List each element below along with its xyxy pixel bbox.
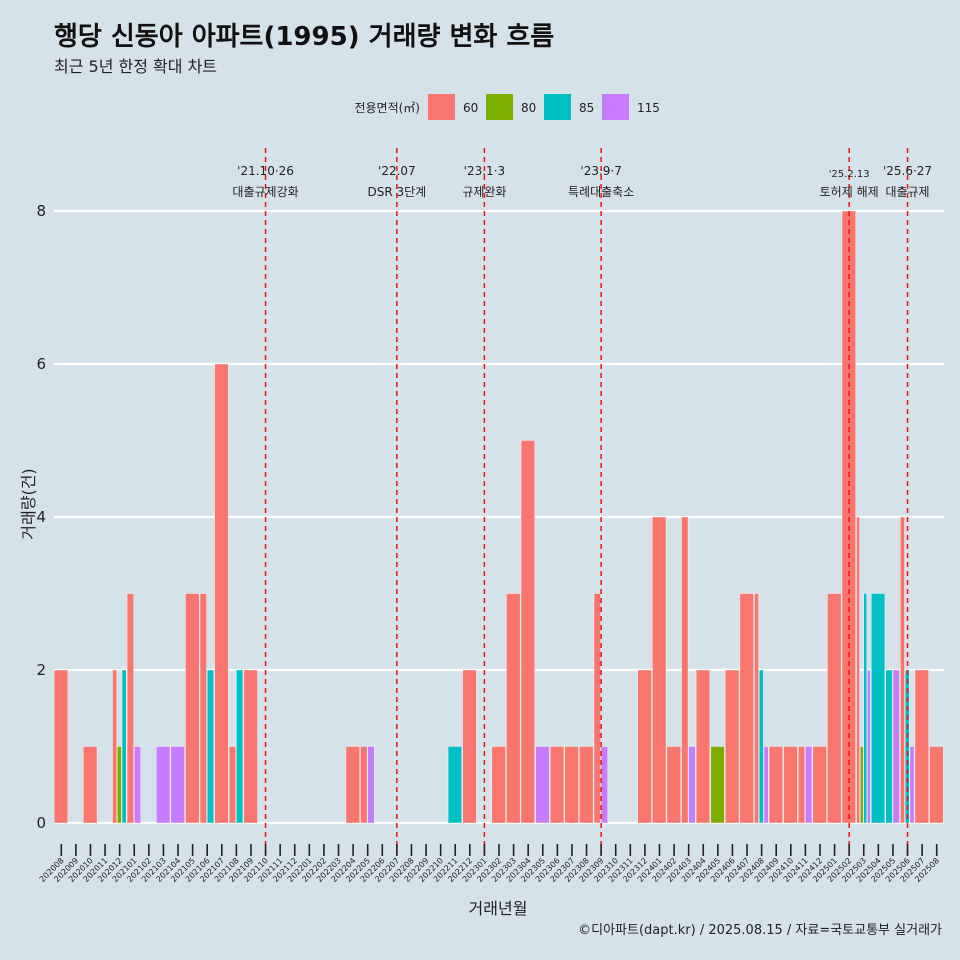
event-date: '21.10·26: [237, 164, 294, 178]
bar-60-202012: [112, 669, 117, 824]
bar-85-202408: [759, 669, 764, 824]
bar-60-202508: [929, 746, 944, 824]
bar-115-202403: [688, 746, 696, 824]
event-date: '22.07: [378, 164, 416, 178]
bar-115-202104: [170, 746, 185, 824]
bar-60-202010: [83, 746, 98, 824]
bar-60-202507: [914, 669, 929, 824]
bar-80-202012: [117, 746, 122, 824]
bar-60-202303: [506, 593, 521, 824]
event-label: 특례대출축소: [568, 185, 634, 199]
y-tick-label: 0: [36, 814, 46, 832]
bar-60-202406: [725, 669, 740, 824]
bar-115-202305: [535, 746, 550, 824]
bar-115-202205: [367, 746, 375, 824]
event-date: '23.1·3: [464, 164, 505, 178]
bar-60-202106: [199, 593, 207, 824]
bar-60-202402: [666, 746, 681, 824]
bar-60-202212: [462, 669, 477, 824]
legend-label: 60: [463, 101, 478, 115]
y-tick-label: 4: [36, 508, 46, 526]
event-label: 대출규제: [885, 185, 929, 199]
bar-60-202412: [812, 746, 827, 824]
legend-swatch: [428, 94, 455, 120]
legend-swatch: [544, 94, 571, 120]
legend-swatch: [486, 94, 513, 120]
event-label: 대출규제강화: [232, 185, 298, 199]
bar-60-202308: [579, 746, 594, 824]
bar-85-202211: [447, 746, 462, 824]
legend: 전용면적(㎡) 60 80 85 115: [354, 94, 660, 120]
bar-115-202408: [763, 746, 769, 824]
bar-60-202204: [345, 746, 360, 824]
legend-label: 85: [579, 101, 594, 115]
bar-60-202107: [214, 363, 229, 824]
bar-60-202408: [754, 593, 759, 824]
bar-60-202304: [520, 440, 535, 824]
chart-title: 행당 신동아 아파트(1995) 거래량 변화 흐름: [54, 22, 555, 52]
bar-115-202506: [909, 746, 915, 824]
x-axis-title: 거래년월: [469, 899, 528, 918]
bar-60-202409: [768, 746, 783, 824]
event-label: 토허제 해제: [820, 185, 879, 199]
legend-title: 전용면적(㎡): [354, 101, 420, 115]
bar-60-202101: [126, 593, 134, 824]
bar-80-202503: [859, 746, 864, 824]
bar-60-202403: [681, 516, 689, 824]
source-caption: ©디아파트(dapt.kr) / 2025.08.15 / 자료=국토교통부 실…: [578, 923, 942, 938]
chart-subtitle: 최근 5년 한정 확대 차트: [54, 57, 218, 76]
bar-60-202307: [564, 746, 579, 824]
bar-60-202411: [798, 746, 805, 824]
event-label: 규제완화: [462, 185, 506, 199]
bar-115-202103: [156, 746, 171, 824]
bar-60-202309: [593, 593, 601, 824]
bar-115-202505: [892, 669, 900, 824]
bar-115-202411: [805, 746, 813, 824]
legend-swatch: [602, 94, 629, 120]
bar-85-202503: [863, 593, 867, 824]
event-date: '25.6·27: [883, 164, 932, 178]
event-markers: '21.10·26 대출규제강화 '22.07 DSR 3단계 '23.1·3 규제완화 '…: [232, 148, 932, 856]
event-date: '23.9·7: [580, 164, 621, 178]
bar-85-202108: [236, 669, 244, 824]
bar-115-202503: [867, 669, 871, 824]
y-axis-title: 거래량(건): [19, 468, 38, 539]
bar-85-202012: [121, 669, 127, 824]
bar-85-202504: [870, 593, 886, 824]
bars: [53, 210, 944, 824]
bar-60-202312: [637, 669, 652, 824]
y-tick-label: 6: [36, 355, 46, 373]
bar-60-202501: [827, 593, 842, 824]
bar-60-202306: [550, 746, 565, 824]
bar-60-202008: [53, 669, 69, 824]
y-tick-label: 8: [36, 202, 46, 220]
bar-60-202108: [229, 746, 236, 824]
legend-label: 80: [521, 101, 536, 115]
bar-60-202404: [695, 669, 711, 824]
bar-60-202105: [185, 593, 200, 824]
bar-60-202205: [360, 746, 368, 824]
bar-60-202302: [491, 746, 506, 824]
bar-60-202407: [739, 593, 754, 824]
event-label: DSR 3단계: [368, 185, 427, 199]
bar-80-202405: [710, 746, 725, 824]
bar-115-202101: [134, 746, 141, 824]
bar-115-202309: [600, 746, 608, 824]
bar-60-202506: [900, 516, 905, 824]
bar-85-202106: [206, 669, 214, 824]
bar-60-202410: [783, 746, 798, 824]
bar-60-202109: [243, 669, 258, 824]
y-tick-label: 2: [36, 661, 46, 679]
bar-85-202505: [885, 669, 893, 824]
legend-label: 115: [637, 101, 660, 115]
bar-60-202401: [652, 516, 667, 824]
event-date: '25.2.13: [829, 169, 870, 180]
bar-60-202503: [856, 516, 860, 824]
